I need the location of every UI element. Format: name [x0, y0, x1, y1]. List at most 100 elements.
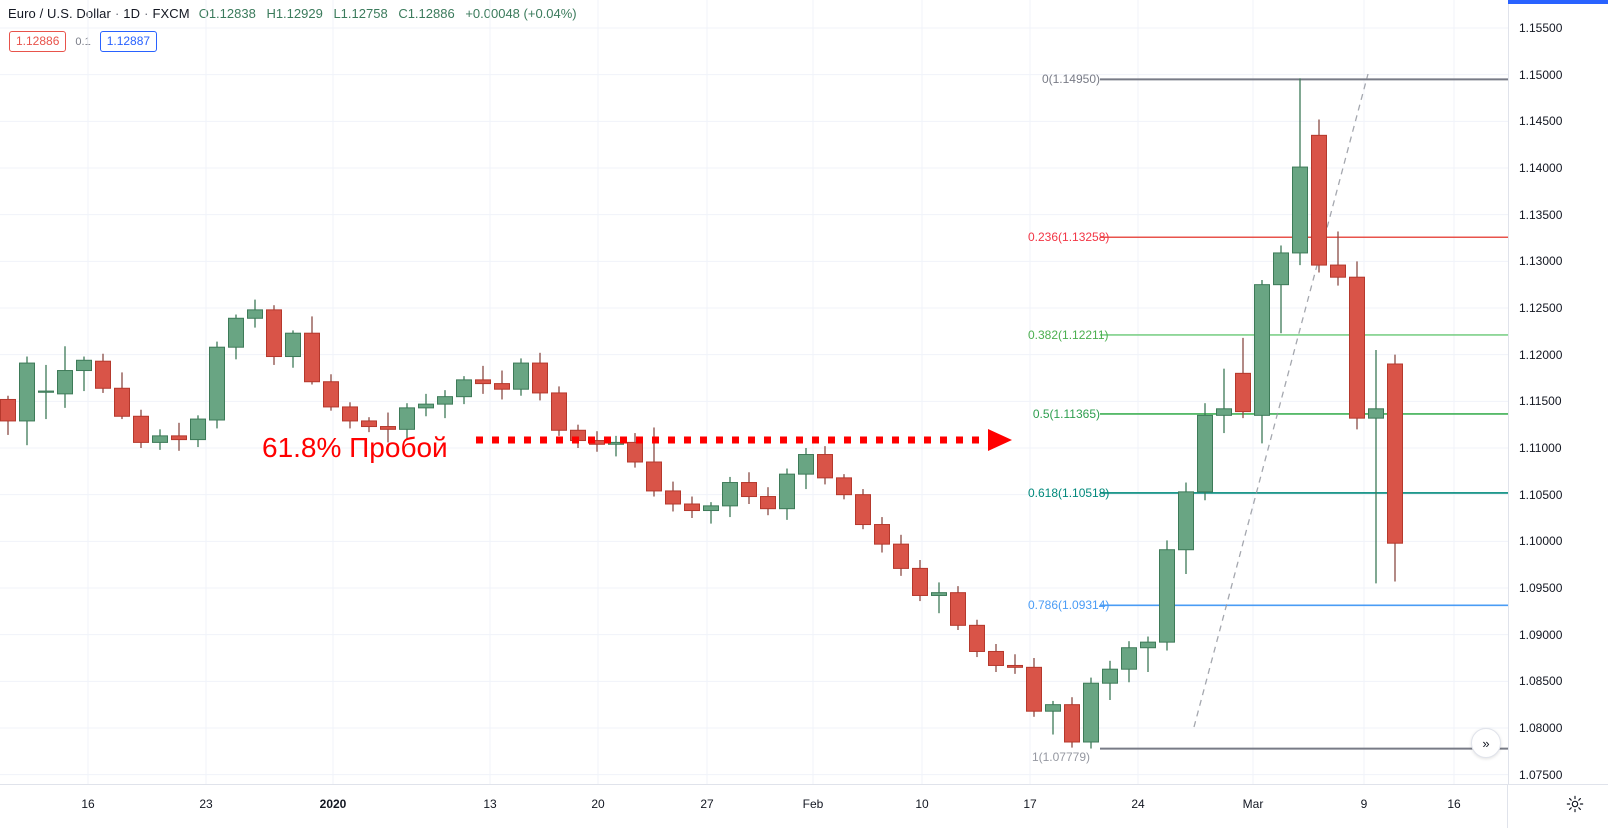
ohlc-high: H1.12929: [266, 6, 323, 21]
candle: [1121, 647, 1137, 670]
candle: [209, 346, 225, 421]
candles: [0, 78, 1403, 749]
symbol-title[interactable]: Euro / U.S. Dollar: [8, 6, 111, 21]
ohlc-low: L1.12758: [333, 6, 388, 21]
annotation-arrow: [476, 429, 1012, 451]
price-axis-tick: 1.15000: [1519, 67, 1563, 82]
price-axis-tick: 1.09000: [1519, 627, 1563, 642]
candle: [703, 505, 719, 512]
fibonacci-level-label: 0.5(1.11365): [1032, 406, 1100, 421]
candle: [19, 362, 35, 422]
price-axis-tick: 1.12500: [1519, 301, 1563, 315]
candle: [361, 420, 377, 428]
candle: [1045, 704, 1061, 712]
candle: [304, 332, 320, 383]
price-axis-tick: 1.13500: [1519, 207, 1563, 222]
candle: [1273, 252, 1289, 286]
ohlc-close: C1.12886: [398, 6, 455, 21]
candle: [684, 503, 700, 512]
candle: [152, 435, 168, 443]
candle: [456, 379, 472, 398]
candle: [969, 624, 985, 652]
candle: [1083, 682, 1099, 743]
price-axis[interactable]: 1.15500 1.15000 1.14500 1.14000 1.13500 1.130…: [1508, 0, 1608, 784]
time-axis-tick: 2020: [319, 797, 347, 811]
candle: [646, 461, 662, 492]
time-axis[interactable]: 16 23 2020 13 20 27 Feb 10 17 24 Mar 9 16: [0, 784, 1608, 828]
time-axis-divider: [1507, 785, 1508, 828]
candle: [1216, 408, 1232, 416]
time-axis-tick: Mar: [1242, 797, 1264, 811]
candle: [1387, 363, 1403, 544]
candle: [76, 359, 92, 372]
candle: [380, 426, 396, 430]
ask-value: 1.12887: [106, 34, 151, 48]
candle: [38, 390, 54, 393]
candle: [1330, 264, 1346, 278]
candle: [1102, 668, 1118, 684]
candle: [57, 370, 73, 395]
time-axis-tick: 9: [1360, 797, 1368, 811]
gear-icon[interactable]: [1566, 795, 1584, 813]
candle: [0, 398, 16, 422]
candle: [437, 396, 453, 405]
candle: [285, 332, 301, 358]
ohlc-change: +0.00048 (+0.04%): [465, 6, 577, 21]
candle: [1197, 414, 1213, 493]
time-axis-tick: Feb: [802, 797, 824, 811]
candle: [228, 317, 244, 348]
price-axis-tick: 1.10500: [1519, 487, 1563, 502]
candle: [1140, 641, 1156, 649]
chart-plot-area[interactable]: [0, 0, 1508, 784]
legend-separator-1: ·: [114, 6, 120, 21]
candle: [1254, 284, 1270, 416]
bid-badge[interactable]: 1.12886: [9, 31, 67, 52]
chart-legend: Euro / U.S. Dollar · 1D · FXCM O1.12838 …: [8, 6, 584, 21]
candle: [798, 454, 814, 475]
candle: [893, 543, 909, 569]
candle: [950, 592, 966, 626]
chevron-double-right-icon: »: [1482, 735, 1490, 751]
bid-value: 1.12886: [16, 34, 60, 48]
candle: [532, 362, 548, 394]
price-axis-tick: 1.07500: [1519, 767, 1563, 782]
candle: [1349, 276, 1365, 419]
annotation-text: 61.8% Пробой: [262, 432, 448, 463]
scroll-to-realtime-button[interactable]: »: [1471, 728, 1501, 758]
candle: [665, 490, 681, 505]
fibonacci-level-label: 0.618(1.10518): [1028, 485, 1110, 500]
candle: [513, 362, 529, 390]
time-axis-tick: 23: [199, 797, 213, 811]
candle: [912, 567, 928, 596]
candle: [418, 403, 434, 409]
fibonacci-level-label: 0.236(1.13258): [1028, 230, 1110, 245]
exchange-label[interactable]: FXCM: [152, 6, 190, 21]
time-axis-tick: 24: [1131, 797, 1145, 811]
price-axis-highlight: [1508, 0, 1608, 4]
candle: [855, 494, 871, 526]
candle: [931, 592, 947, 596]
trendline: [1193, 73, 1369, 728]
ask-badge[interactable]: 1.12887: [99, 31, 158, 52]
candle: [874, 524, 890, 545]
candle: [1235, 372, 1251, 413]
candle: [171, 435, 187, 441]
time-axis-tick: 16: [81, 797, 95, 811]
fibonacci-level-label: 0(1.14950): [1041, 72, 1100, 87]
interval-label[interactable]: 1D: [123, 6, 141, 21]
candle: [1368, 408, 1384, 419]
price-axis-tick: 1.08000: [1519, 721, 1563, 735]
candle: [1292, 166, 1308, 254]
price-axis-tick: 1.09500: [1519, 581, 1563, 595]
ohlc-values: O1.12838 H1.12929 L1.12758 C1.12886 +0.0…: [199, 6, 584, 21]
candle: [836, 477, 852, 496]
candle: [1026, 666, 1042, 712]
spread-value: 0.1: [75, 35, 91, 48]
time-axis-tick: 13: [483, 797, 497, 811]
candle: [817, 454, 833, 479]
fibonacci-level-label: 1(1.07779): [1031, 749, 1090, 764]
candle: [342, 406, 358, 422]
time-axis-tick: 16: [1447, 797, 1461, 811]
candle: [741, 482, 757, 498]
